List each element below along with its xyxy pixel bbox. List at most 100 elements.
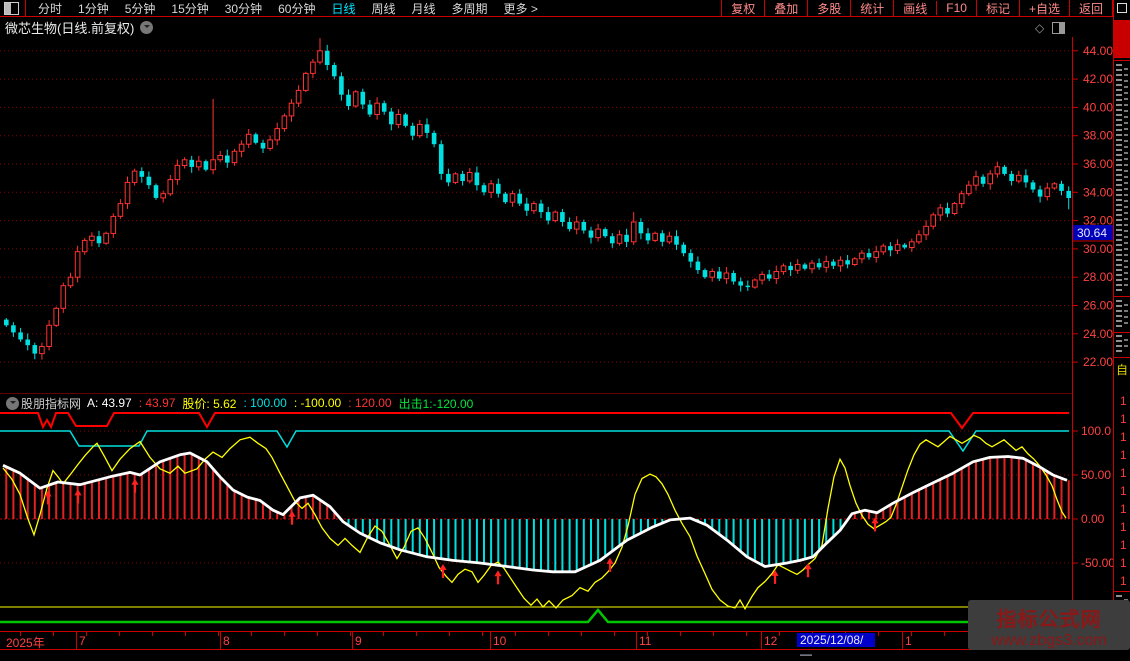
diamond-icon[interactable]: ◇ bbox=[1035, 20, 1045, 35]
date-tick bbox=[20, 632, 21, 636]
svg-text:44.00: 44.00 bbox=[1083, 44, 1113, 58]
indicator-value-0: A: 43.97 bbox=[87, 396, 132, 410]
date-tick bbox=[317, 632, 318, 636]
date-tick bbox=[119, 632, 120, 636]
month-label-10: 10 bbox=[493, 634, 507, 648]
indicator-value-3: : 100.00 bbox=[243, 396, 287, 410]
menu-item-+自选[interactable]: +自选 bbox=[1018, 0, 1069, 17]
svg-text:30.64: 30.64 bbox=[1077, 226, 1107, 240]
date-tick bbox=[614, 632, 615, 636]
date-axis[interactable]: 2025年 7 8 9 10 11 12 1 2025/12/08/— bbox=[0, 631, 1072, 661]
top-menubar: 分时 1分钟 5分钟 15分钟 30分钟 60分钟 日线 周线 月线 多周期 更多 > 复权 叠加 多股… bbox=[0, 0, 1130, 17]
date-separator bbox=[761, 632, 762, 649]
date-tick bbox=[680, 632, 681, 636]
sidebar-text-fragment bbox=[1124, 68, 1128, 288]
menu-item-复权[interactable]: 复权 bbox=[721, 0, 764, 17]
date-tick bbox=[152, 632, 153, 636]
date-tick bbox=[944, 632, 945, 636]
svg-text:36.00: 36.00 bbox=[1083, 157, 1113, 171]
sidebar-divider bbox=[1114, 591, 1130, 592]
sidebar-text-fragment bbox=[1124, 304, 1128, 326]
date-tick bbox=[218, 632, 219, 636]
menu-item-多周期[interactable]: 多周期 bbox=[451, 1, 488, 16]
sidebar-digit-fragment: 1 bbox=[1120, 520, 1127, 534]
sidebar-digit-fragment: 1 bbox=[1120, 484, 1127, 498]
svg-text:32.00: 32.00 bbox=[1083, 214, 1113, 228]
date-tick bbox=[713, 632, 714, 636]
date-tick bbox=[53, 632, 54, 636]
sidebar-text-fragment bbox=[1116, 300, 1122, 330]
menu-item-返回[interactable]: 返回 bbox=[1068, 0, 1113, 17]
menu-item-日线[interactable]: 日线 bbox=[331, 1, 356, 16]
date-separator bbox=[220, 632, 221, 649]
date-tick bbox=[251, 632, 252, 636]
month-label-1: 1 bbox=[905, 634, 912, 648]
sidebar-text-fragment bbox=[1116, 64, 1122, 292]
menu-item-画线[interactable]: 画线 bbox=[893, 0, 936, 17]
sidebar-square-icon[interactable] bbox=[1117, 3, 1127, 13]
menu-item-1分钟[interactable]: 1分钟 bbox=[78, 1, 109, 16]
menu-item-标记[interactable]: 标记 bbox=[975, 0, 1019, 17]
sidebar-digit-fragment: 1 bbox=[1120, 556, 1127, 570]
date-separator bbox=[352, 632, 353, 649]
menu-item-60分钟[interactable]: 60分钟 bbox=[278, 1, 316, 16]
collapse-chevron-icon[interactable] bbox=[6, 396, 19, 410]
month-label-8: 8 bbox=[223, 634, 230, 648]
indicator-source: 股朋指标网 bbox=[21, 396, 82, 411]
svg-text:38.00: 38.00 bbox=[1083, 129, 1113, 143]
indicator-value-1: : 43.97 bbox=[138, 396, 176, 410]
menu-item-叠加[interactable]: 叠加 bbox=[764, 0, 807, 17]
sidebar-text-fragment bbox=[1124, 339, 1128, 351]
sidebar-divider bbox=[1114, 60, 1130, 61]
title-icons: ◇ bbox=[1035, 18, 1066, 37]
month-label-7: 7 bbox=[79, 634, 86, 648]
menu-item-分时[interactable]: 分时 bbox=[38, 1, 63, 16]
menu-item-更多 >[interactable]: 更多 > bbox=[503, 1, 538, 16]
menu-item-周线[interactable]: 周线 bbox=[371, 1, 396, 16]
date-separator bbox=[636, 632, 637, 649]
sidebar-digit-fragment: 1 bbox=[1120, 430, 1127, 444]
indicator-value-5: : 120.00 bbox=[348, 396, 392, 410]
date-tick bbox=[779, 632, 780, 636]
date-tick bbox=[482, 632, 483, 636]
menu-item-多股[interactable]: 多股 bbox=[807, 0, 850, 17]
svg-text:50.00: 50.00 bbox=[1081, 468, 1111, 482]
svg-text:34.00: 34.00 bbox=[1083, 185, 1113, 199]
svg-text:26.00: 26.00 bbox=[1083, 299, 1113, 313]
date-tick bbox=[449, 632, 450, 636]
chevron-down-icon[interactable] bbox=[140, 21, 154, 34]
tool-menu: 复权 叠加 多股 统计 画线 F10 标记 +自选 返回 bbox=[721, 0, 1113, 17]
svg-text:-50.00: -50.00 bbox=[1081, 556, 1115, 570]
svg-text:42.00: 42.00 bbox=[1083, 72, 1113, 86]
date-tick bbox=[284, 632, 285, 636]
candlestick-chart[interactable] bbox=[0, 37, 1072, 394]
sidebar-digit-fragment: 1 bbox=[1120, 502, 1127, 516]
split-view-icon[interactable] bbox=[4, 1, 19, 15]
indicator-panel[interactable] bbox=[0, 394, 1072, 631]
sidebar-active-tab[interactable] bbox=[1114, 20, 1130, 58]
sidebar-digit-fragment: 1 bbox=[1120, 394, 1127, 408]
watermark-site-name: 指标公式网 bbox=[996, 609, 1102, 631]
sidebar-digit-fragment: 1 bbox=[1120, 538, 1127, 552]
date-tick bbox=[416, 632, 417, 636]
date-tick bbox=[746, 632, 747, 636]
menu-item-统计[interactable]: 统计 bbox=[850, 0, 893, 17]
month-label-9: 9 bbox=[355, 634, 362, 648]
right-sidebar-clipped[interactable]: 自 1 1 1 1 1 1 1 1 1 1 1 bbox=[1113, 0, 1130, 650]
date-tick bbox=[515, 632, 516, 636]
menu-item-5分钟[interactable]: 5分钟 bbox=[124, 1, 156, 16]
menu-item-30分钟[interactable]: 30分钟 bbox=[224, 1, 263, 16]
menu-item-月线[interactable]: 月线 bbox=[411, 1, 436, 16]
date-tick bbox=[350, 632, 351, 636]
year-label: 2025年 bbox=[6, 636, 45, 650]
date-separator bbox=[902, 632, 903, 649]
menu-item-15分钟[interactable]: 15分钟 bbox=[171, 1, 209, 16]
date-tick bbox=[548, 632, 549, 636]
date-separator bbox=[490, 632, 491, 649]
menu-item-F10[interactable]: F10 bbox=[936, 1, 976, 15]
date-tick bbox=[383, 632, 384, 636]
sidebar-divider bbox=[1114, 332, 1130, 333]
indicator-value-2: 股价: 5.62 bbox=[182, 396, 237, 411]
stock-title: 微芯生物(日线.前复权) bbox=[5, 21, 135, 36]
layout-icon[interactable] bbox=[1052, 21, 1066, 34]
